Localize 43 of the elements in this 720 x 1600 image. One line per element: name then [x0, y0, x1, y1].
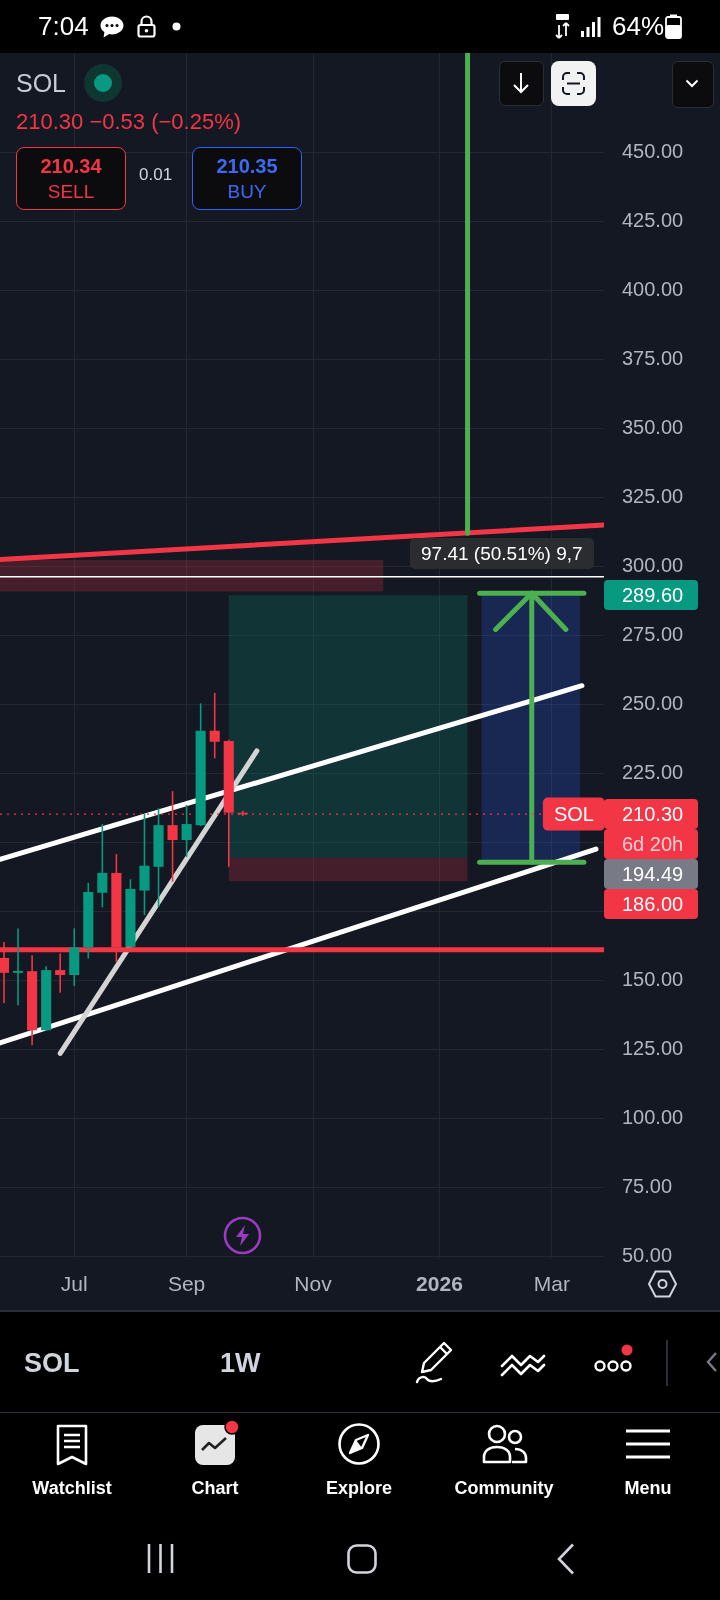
text: Community — [454, 1478, 554, 1498]
text: 64% — [612, 11, 665, 41]
annotation: 97.41 (50.51%) 9,7 — [421, 543, 583, 564]
text: 194.49 — [622, 863, 684, 885]
y-tick-label: 400.00 — [622, 277, 684, 300]
x-tick-label: Nov — [294, 1272, 333, 1296]
text: SOL — [24, 1348, 80, 1378]
y-tick-label: 225.00 — [622, 761, 684, 784]
text: 6d 20h — [622, 833, 684, 855]
text: Menu — [624, 1478, 672, 1498]
annotation: SOL — [553, 802, 594, 825]
y-tick-label: 75.00 — [622, 1175, 673, 1198]
text: 1W — [220, 1348, 261, 1378]
text: Explore — [325, 1478, 393, 1498]
annotation: 0.01 — [139, 165, 173, 184]
text: 289.60 — [622, 584, 684, 606]
text: 7:04 — [38, 11, 89, 41]
x-tick-label: Mar — [533, 1272, 570, 1296]
text: 210.30 −0.53 (−0.25%) — [16, 109, 242, 134]
x-tick-label: Sep — [167, 1272, 206, 1296]
text: Chart — [191, 1478, 239, 1498]
y-tick-label: 150.00 — [622, 968, 684, 991]
y-tick-label: 125.00 — [622, 1037, 684, 1060]
y-tick-label: 325.00 — [622, 484, 684, 507]
annotation: 210.35 — [216, 154, 278, 178]
x-tick-label: Jul — [60, 1272, 88, 1296]
annotation: 210.34 — [40, 154, 102, 178]
text: Watchlist — [32, 1478, 112, 1498]
y-tick-label: 50.00 — [622, 1244, 673, 1267]
annotation: BUY — [227, 180, 267, 203]
text: 186.00 — [622, 893, 684, 915]
y-tick-label: 250.00 — [622, 692, 684, 715]
y-tick-label: 275.00 — [622, 623, 684, 645]
ref-line-label: 210.30 — [622, 802, 684, 825]
y-tick-label: 425.00 — [622, 208, 684, 231]
y-tick-label: 300.00 — [622, 553, 684, 576]
y-tick-label: 450.00 — [622, 139, 684, 162]
annotation: SELL — [47, 180, 95, 203]
y-tick-label: 100.00 — [622, 1106, 684, 1129]
y-tick-label: 350.00 — [622, 415, 684, 438]
y-tick-label: 375.00 — [622, 346, 684, 369]
text: SOL — [16, 68, 67, 98]
x-tick-label: 2026 — [416, 1272, 463, 1296]
